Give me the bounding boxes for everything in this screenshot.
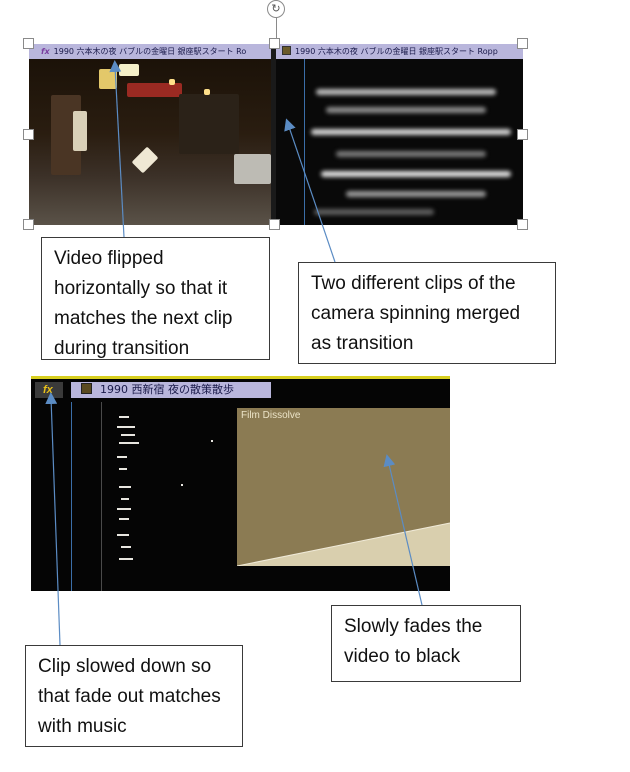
clip-b-video-frame — [276, 59, 523, 225]
fx-badge-icon: fx — [41, 47, 50, 56]
bottom-clip-title-bar[interactable]: 1990 西新宿 夜の散策散歩 — [71, 382, 271, 398]
clip-edge-line — [71, 402, 72, 591]
clip-thumbnail-icon — [81, 383, 92, 394]
clip-a-video-frame — [29, 59, 271, 225]
callout-merge-text: Two different clips of the camera spinni… — [311, 273, 521, 354]
resize-handle-bottom-left[interactable] — [23, 219, 34, 230]
clip-a-title-bar[interactable]: fx 1990 六本木の夜 バブルの金曜日 銀座駅スタート Ro — [29, 44, 271, 59]
rotate-handle-icon[interactable]: ↻ — [267, 0, 285, 18]
top-clip-group[interactable]: fx 1990 六本木の夜 バブルの金曜日 銀座駅スタート Ro 1990 六本木… — [29, 44, 523, 225]
clip-thumbnail-icon — [282, 46, 291, 55]
clip-edge-line-2 — [101, 402, 102, 591]
bottom-clip[interactable]: fx 1990 西新宿 夜の散策散歩 Film Dissolve — [31, 376, 450, 591]
resize-handle-bottom-right[interactable] — [517, 219, 528, 230]
clip-top-edge — [31, 376, 450, 379]
transition-label: Film Dissolve — [241, 410, 301, 421]
resize-handle-top-left[interactable] — [23, 38, 34, 49]
fx-badge-icon: fx — [43, 384, 53, 396]
clip-b-title-bar[interactable]: 1990 六本木の夜 バブルの金曜日 銀座駅スタート Ropp — [276, 44, 523, 59]
bottom-clip-title: 1990 西新宿 夜の散策散歩 — [100, 383, 234, 396]
fx-badge-box[interactable]: fx — [35, 382, 63, 398]
clip-separator — [271, 44, 276, 225]
clip-a-title: 1990 六本木の夜 バブルの金曜日 銀座駅スタート Ro — [53, 47, 247, 56]
callout-slow: Clip slowed down so that fade out matche… — [25, 645, 243, 747]
clip-b-title: 1990 六本木の夜 バブルの金曜日 銀座駅スタート Ropp — [295, 47, 498, 56]
resize-handle-middle-right[interactable] — [517, 129, 528, 140]
callout-flip: Video flipped horizontally so that it ma… — [41, 237, 270, 360]
callout-flip-text: Video flipped horizontally so that it ma… — [54, 248, 233, 359]
callout-fade: Slowly fades the video to black — [331, 605, 521, 682]
callout-merge: Two different clips of the camera spinni… — [298, 262, 556, 364]
film-dissolve-transition[interactable]: Film Dissolve — [237, 408, 450, 566]
resize-handle-bottom-middle[interactable] — [269, 219, 280, 230]
callout-slow-text: Clip slowed down so that fade out matche… — [38, 656, 221, 737]
resize-handle-top-right[interactable] — [517, 38, 528, 49]
dissolve-ramp — [237, 522, 450, 566]
resize-handle-top-middle[interactable] — [269, 38, 280, 49]
rotate-handle-stem — [276, 17, 277, 44]
resize-handle-middle-left[interactable] — [23, 129, 34, 140]
callout-fade-text: Slowly fades the video to black — [344, 616, 483, 667]
